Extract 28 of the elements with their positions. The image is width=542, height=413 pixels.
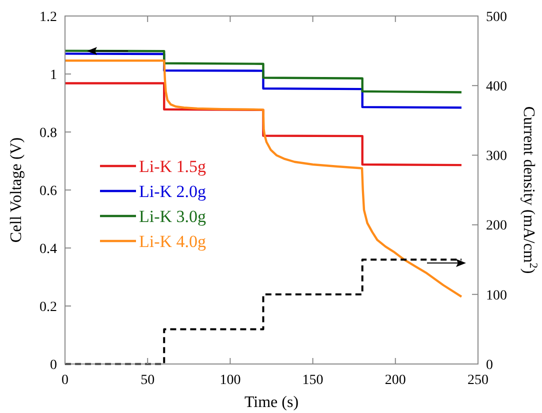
line-series (64, 50, 463, 94)
line-series (64, 60, 463, 298)
y-axis-title: Cell Voltage (V) (8, 137, 25, 243)
x-axis-title: Time (s) (244, 394, 299, 411)
y2-tick-label: 400 (486, 80, 507, 94)
y-tick-label: 0.4 (40, 242, 57, 257)
x-tick-label: 100 (220, 373, 241, 388)
y2-tick-label: 200 (486, 218, 507, 234)
legend-label: Li-K 1.5g (139, 156, 207, 176)
x-tick-label: 200 (384, 373, 406, 388)
y-tick-label: 0.6 (40, 184, 57, 199)
x-tick-label: 0 (62, 373, 68, 388)
line-series (64, 52, 463, 109)
x-tick-label: 250 (468, 373, 488, 388)
y-tick-label: 0.2 (40, 300, 57, 315)
y2-tick-label: 0 (486, 358, 493, 373)
y2-tick-label: 300 (486, 149, 507, 164)
y2-tick-label: 500 (486, 10, 507, 25)
y-tick-label: 1.2 (40, 10, 57, 25)
legend-label: Li-K 2.0g (139, 182, 207, 201)
y-tick-label: 0.8 (40, 126, 57, 141)
x-tick-label: 150 (302, 373, 324, 388)
y-tick-label: 0 (50, 358, 57, 373)
y-tick-label: 1 (50, 68, 57, 83)
y2-tick-label: 100 (486, 288, 507, 304)
x-tick-label: 50 (140, 373, 155, 388)
legend-label: Li-K 3.0g (139, 206, 207, 226)
legend-label: Li-K 4.0g (139, 232, 207, 251)
